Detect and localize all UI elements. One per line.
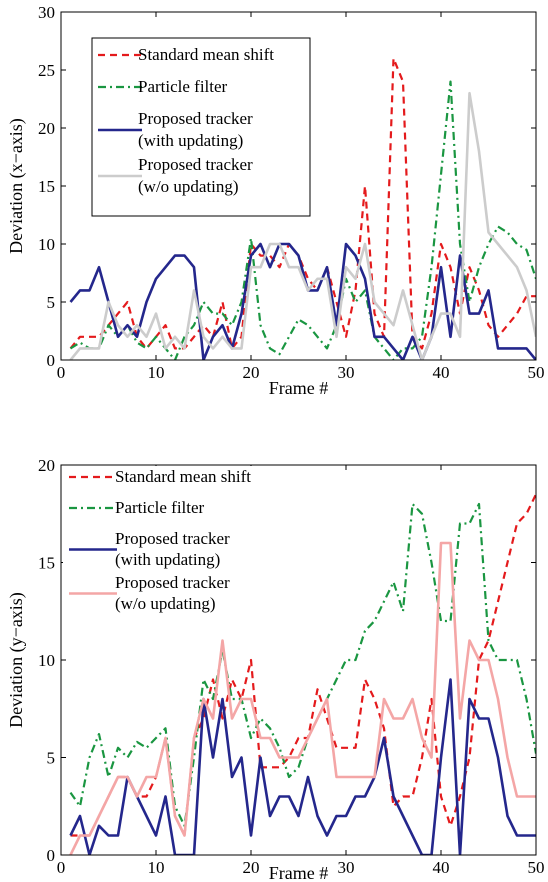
x-tick-label: 40 <box>433 858 450 877</box>
y-tick-label: 0 <box>47 846 56 865</box>
series-group <box>69 57 536 360</box>
y-tick-label: 15 <box>38 554 55 573</box>
legend: Standard mean shift Particle filter Propos… <box>63 466 323 631</box>
series-line-2 <box>69 80 536 360</box>
legend-label-4: Proposed tracker <box>115 573 230 592</box>
series-group <box>69 493 536 855</box>
x-tick-label: 20 <box>243 363 260 382</box>
y-axis-label: Deviation (x−axis) <box>6 118 27 254</box>
legend-label-3: (with updating) <box>115 550 220 569</box>
series-line-3 <box>69 678 536 855</box>
top-chart: 0 10 20 30 40 50 0 5 10 15 20 25 30 Frame # Deviation … <box>6 3 545 398</box>
x-tick-label: 30 <box>338 363 355 382</box>
legend-label-3: Proposed tracker <box>115 529 230 548</box>
y-tick-label: 10 <box>38 235 55 254</box>
y-tick-label: 5 <box>47 293 56 312</box>
series-line-3 <box>69 242 536 360</box>
y-tick-label: 20 <box>38 119 55 138</box>
y-tick-label: 5 <box>47 749 56 768</box>
legend-label-4: Proposed tracker <box>138 155 253 174</box>
y-tick-label: 25 <box>38 61 55 80</box>
legend-box <box>91 37 311 217</box>
x-axis-label: Frame # <box>269 378 328 398</box>
series-line-2 <box>69 502 536 827</box>
legend-label-3: Proposed tracker <box>138 109 253 128</box>
x-tick-label: 20 <box>243 858 260 877</box>
series-line-4 <box>69 91 536 360</box>
legend-label-3: (with updating) <box>138 131 243 150</box>
y-tick-label: 15 <box>38 177 55 196</box>
x-tick-label: 40 <box>433 363 450 382</box>
legend-label-1: Standard mean shift <box>138 45 274 64</box>
y-tick-label: 10 <box>38 651 55 670</box>
y-tick-label: 30 <box>38 3 55 22</box>
y-tick-label: 0 <box>47 351 56 370</box>
bottom-chart: 0 10 20 30 40 50 0 5 10 15 20 Frame # Deviation (y−a… <box>6 456 545 882</box>
x-tick-label: 30 <box>338 858 355 877</box>
legend-label-2: Particle filter <box>138 77 228 96</box>
x-tick-label: 10 <box>148 363 165 382</box>
legend-label-4: (w/o updating) <box>138 177 239 196</box>
x-tick-label: 50 <box>528 858 545 877</box>
legend-label-2: Particle filter <box>115 498 205 517</box>
x-tick-label: 0 <box>57 363 66 382</box>
x-tick-label: 50 <box>528 363 545 382</box>
y-axis-label: Deviation (y−axis) <box>6 592 27 728</box>
legend-label-1: Standard mean shift <box>115 467 251 486</box>
legend-label-4: (w/o updating) <box>115 594 216 613</box>
x-axis-label: Frame # <box>269 863 328 882</box>
x-tick-label: 0 <box>57 858 66 877</box>
legend: Standard mean shift Particle filter Propos… <box>91 37 311 217</box>
x-tick-label: 10 <box>148 858 165 877</box>
y-tick-label: 20 <box>38 456 55 475</box>
series-line-4 <box>69 541 536 855</box>
